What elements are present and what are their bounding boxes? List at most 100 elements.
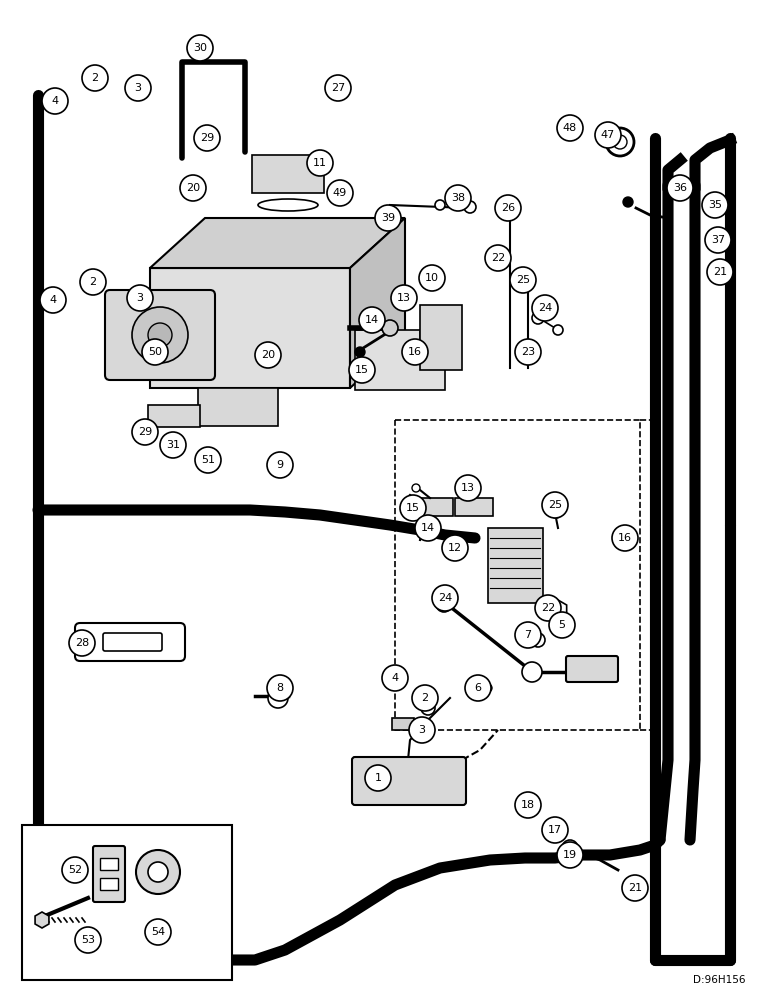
Text: 21: 21 [713,267,727,277]
Circle shape [622,875,648,901]
Circle shape [432,585,458,611]
Circle shape [267,675,293,701]
Circle shape [391,285,417,311]
FancyBboxPatch shape [198,388,278,426]
Circle shape [510,267,536,293]
Circle shape [82,65,108,91]
Circle shape [69,630,95,656]
Text: 19: 19 [563,850,577,860]
FancyBboxPatch shape [252,155,324,193]
Circle shape [409,717,435,743]
Circle shape [707,259,733,285]
Text: 52: 52 [68,865,82,875]
Circle shape [402,339,428,365]
Circle shape [412,484,420,492]
Text: 9: 9 [276,460,283,470]
Text: 27: 27 [331,83,345,93]
Circle shape [705,227,731,253]
FancyBboxPatch shape [93,846,125,902]
Circle shape [195,447,221,473]
Text: 23: 23 [521,347,535,357]
Text: 4: 4 [52,96,59,106]
Circle shape [549,612,575,638]
Circle shape [485,245,511,271]
Text: 3: 3 [134,83,141,93]
Circle shape [562,840,578,856]
FancyBboxPatch shape [566,656,618,682]
Circle shape [535,595,561,621]
Circle shape [267,452,293,478]
Text: 16: 16 [408,347,422,357]
Text: 14: 14 [365,315,379,325]
Text: 24: 24 [538,303,552,313]
Circle shape [667,175,693,201]
Text: 13: 13 [397,293,411,303]
Circle shape [400,495,426,521]
Circle shape [542,492,568,518]
Text: 2: 2 [422,693,428,703]
Text: 35: 35 [708,200,722,210]
Circle shape [365,765,391,791]
Text: 39: 39 [381,213,395,223]
Text: 5: 5 [558,620,566,630]
Circle shape [532,312,544,324]
Text: 2: 2 [90,277,96,287]
Circle shape [419,265,445,291]
Text: 22: 22 [541,603,555,613]
Text: 38: 38 [451,193,465,203]
Circle shape [445,185,471,211]
Text: 20: 20 [261,350,275,360]
Circle shape [612,525,638,551]
Circle shape [382,320,398,336]
Circle shape [436,596,452,612]
Circle shape [442,535,468,561]
Circle shape [412,685,438,711]
Circle shape [421,701,435,715]
Text: 20: 20 [186,183,200,193]
Text: 21: 21 [628,883,642,893]
Circle shape [531,633,545,647]
Circle shape [435,200,445,210]
Text: 30: 30 [193,43,207,53]
FancyBboxPatch shape [352,757,466,805]
Circle shape [484,684,492,692]
Text: 3: 3 [137,293,144,303]
Text: 10: 10 [425,273,439,283]
FancyBboxPatch shape [392,718,414,730]
Circle shape [42,88,68,114]
Circle shape [142,339,168,365]
Text: 36: 36 [673,183,687,193]
Circle shape [595,122,621,148]
Circle shape [557,620,567,630]
Circle shape [187,35,213,61]
FancyBboxPatch shape [75,623,185,661]
Text: 13: 13 [461,483,475,493]
Text: 4: 4 [391,673,398,683]
Text: 31: 31 [166,440,180,450]
Circle shape [702,192,728,218]
FancyBboxPatch shape [455,498,493,516]
Circle shape [349,357,375,383]
Text: 49: 49 [333,188,347,198]
Text: 12: 12 [448,543,462,553]
Text: 15: 15 [406,503,420,513]
Circle shape [515,622,541,648]
Text: 7: 7 [524,630,532,640]
Circle shape [62,857,88,883]
Circle shape [80,269,106,295]
FancyBboxPatch shape [103,633,162,651]
FancyBboxPatch shape [22,825,232,980]
Circle shape [180,175,206,201]
Polygon shape [150,218,405,268]
Circle shape [515,339,541,365]
Circle shape [464,201,476,213]
FancyBboxPatch shape [415,498,453,516]
Circle shape [382,665,408,691]
Text: 15: 15 [355,365,369,375]
Circle shape [557,842,583,868]
Circle shape [552,824,564,836]
Text: 37: 37 [711,235,725,245]
Text: 25: 25 [516,275,530,285]
Text: 17: 17 [548,825,562,835]
Text: 29: 29 [138,427,152,437]
